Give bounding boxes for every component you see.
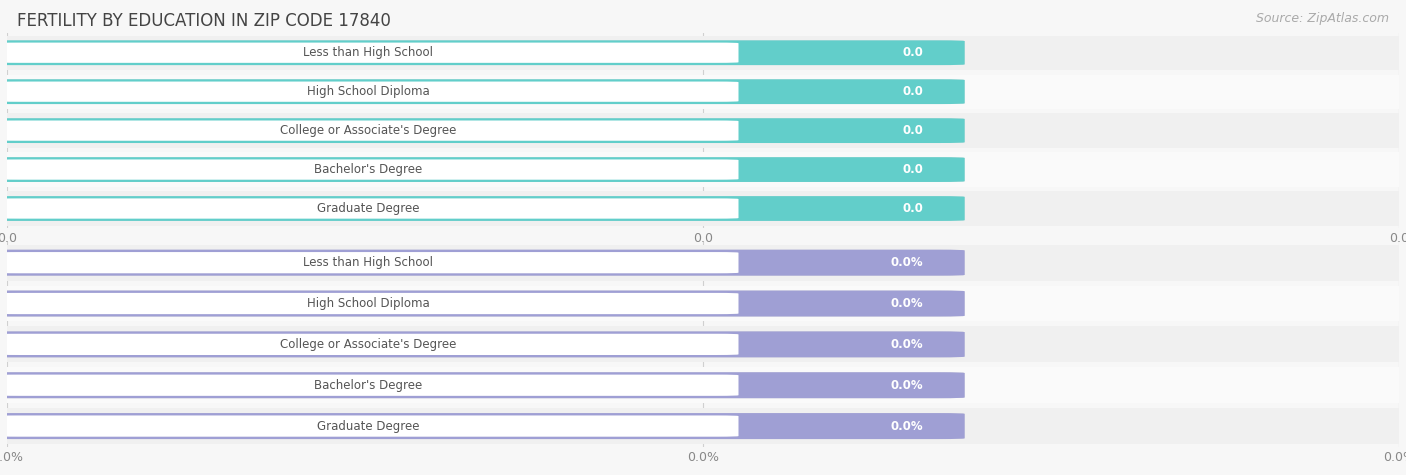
FancyBboxPatch shape [0, 118, 965, 143]
FancyBboxPatch shape [7, 36, 1399, 70]
FancyBboxPatch shape [7, 114, 1399, 148]
FancyBboxPatch shape [0, 157, 965, 182]
FancyBboxPatch shape [7, 408, 1399, 444]
FancyBboxPatch shape [7, 75, 1399, 109]
FancyBboxPatch shape [0, 413, 965, 439]
FancyBboxPatch shape [0, 372, 965, 398]
FancyBboxPatch shape [0, 43, 738, 63]
FancyBboxPatch shape [0, 291, 965, 316]
Text: 0.0: 0.0 [903, 202, 922, 215]
FancyBboxPatch shape [7, 245, 1399, 281]
FancyBboxPatch shape [0, 196, 965, 221]
Text: College or Associate's Degree: College or Associate's Degree [280, 338, 456, 351]
Text: High School Diploma: High School Diploma [307, 85, 429, 98]
FancyBboxPatch shape [0, 79, 965, 104]
FancyBboxPatch shape [7, 326, 1399, 362]
Text: Source: ZipAtlas.com: Source: ZipAtlas.com [1256, 12, 1389, 25]
FancyBboxPatch shape [0, 293, 738, 314]
FancyBboxPatch shape [7, 152, 1399, 187]
FancyBboxPatch shape [0, 375, 738, 396]
FancyBboxPatch shape [0, 250, 965, 276]
Text: 0.0%: 0.0% [890, 256, 922, 269]
Text: 0.0%: 0.0% [890, 379, 922, 392]
FancyBboxPatch shape [0, 121, 738, 141]
FancyBboxPatch shape [0, 199, 738, 218]
Text: High School Diploma: High School Diploma [307, 297, 429, 310]
Text: 0.0: 0.0 [903, 46, 922, 59]
FancyBboxPatch shape [0, 332, 965, 357]
FancyBboxPatch shape [0, 160, 738, 180]
Text: 0.0%: 0.0% [890, 338, 922, 351]
Text: 0.0%: 0.0% [890, 419, 922, 433]
Text: 0.0: 0.0 [903, 124, 922, 137]
FancyBboxPatch shape [0, 252, 738, 273]
FancyBboxPatch shape [0, 157, 965, 182]
FancyBboxPatch shape [0, 334, 738, 355]
Text: Less than High School: Less than High School [302, 256, 433, 269]
FancyBboxPatch shape [0, 332, 965, 357]
FancyBboxPatch shape [0, 413, 965, 439]
Text: 0.0: 0.0 [903, 163, 922, 176]
Text: 0.0: 0.0 [903, 85, 922, 98]
FancyBboxPatch shape [0, 79, 965, 104]
FancyBboxPatch shape [0, 372, 965, 398]
FancyBboxPatch shape [0, 118, 965, 143]
FancyBboxPatch shape [7, 367, 1399, 403]
FancyBboxPatch shape [0, 40, 965, 65]
FancyBboxPatch shape [0, 82, 738, 102]
FancyBboxPatch shape [0, 291, 965, 316]
Text: College or Associate's Degree: College or Associate's Degree [280, 124, 456, 137]
FancyBboxPatch shape [0, 250, 965, 276]
FancyBboxPatch shape [0, 40, 965, 65]
FancyBboxPatch shape [0, 416, 738, 437]
Text: Bachelor's Degree: Bachelor's Degree [314, 163, 422, 176]
Text: 0.0%: 0.0% [890, 297, 922, 310]
Text: FERTILITY BY EDUCATION IN ZIP CODE 17840: FERTILITY BY EDUCATION IN ZIP CODE 17840 [17, 12, 391, 30]
FancyBboxPatch shape [7, 285, 1399, 322]
Text: Less than High School: Less than High School [302, 46, 433, 59]
Text: Graduate Degree: Graduate Degree [316, 202, 419, 215]
Text: Graduate Degree: Graduate Degree [316, 419, 419, 433]
FancyBboxPatch shape [7, 191, 1399, 226]
FancyBboxPatch shape [0, 196, 965, 221]
Text: Bachelor's Degree: Bachelor's Degree [314, 379, 422, 392]
